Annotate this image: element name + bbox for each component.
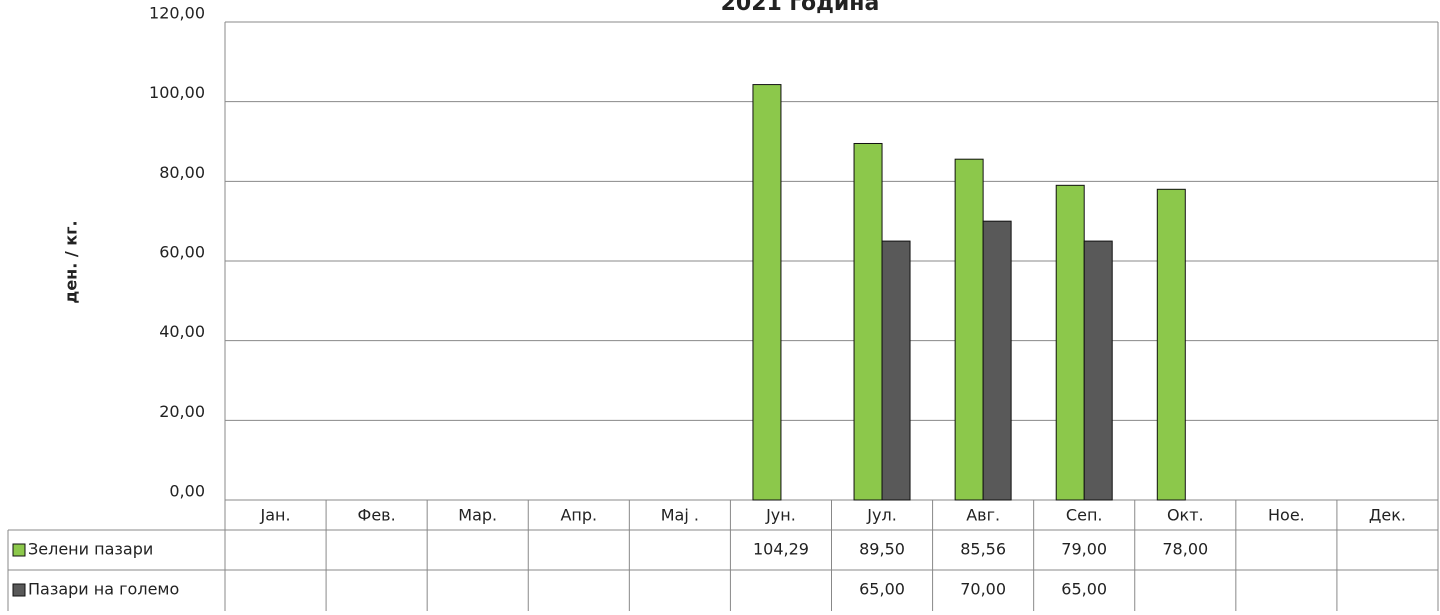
x-tick-label: Јан. bbox=[260, 506, 291, 525]
x-tick-label: Јун. bbox=[765, 506, 796, 525]
legend-label: Зелени пазари bbox=[28, 540, 153, 559]
bar bbox=[982, 220, 1012, 501]
x-tick-label: Дек. bbox=[1369, 506, 1406, 525]
data-label: 70,00 bbox=[960, 580, 1006, 599]
x-tick-label: Окт. bbox=[1167, 506, 1204, 525]
y-tick-label: 0,00 bbox=[169, 482, 205, 501]
bar bbox=[1083, 240, 1113, 501]
chart-title: 2021 година bbox=[721, 0, 880, 16]
y-tick-label: 80,00 bbox=[159, 163, 205, 182]
data-label: 79,00 bbox=[1061, 540, 1107, 559]
x-tick-label: Сеп. bbox=[1066, 506, 1103, 525]
y-tick-label: 60,00 bbox=[159, 243, 205, 262]
x-tick-label: Фев. bbox=[358, 506, 396, 525]
y-tick-label: 40,00 bbox=[159, 322, 205, 341]
bar bbox=[1055, 184, 1085, 501]
x-tick-label: Апр. bbox=[560, 506, 597, 525]
data-label: 85,56 bbox=[960, 540, 1006, 559]
legend-key bbox=[12, 543, 26, 557]
y-axis-label: ден. / кг. bbox=[62, 220, 81, 303]
y-tick-label: 100,00 bbox=[149, 83, 205, 102]
x-tick-label: Авг. bbox=[966, 506, 1000, 525]
x-tick-label: Јул. bbox=[866, 506, 897, 525]
data-label: 65,00 bbox=[859, 580, 905, 599]
y-tick-label: 20,00 bbox=[159, 402, 205, 421]
bar bbox=[954, 158, 984, 501]
data-label: 65,00 bbox=[1061, 580, 1107, 599]
legend-label: Пазари на големо bbox=[28, 580, 179, 599]
x-tick-label: Ное. bbox=[1268, 506, 1305, 525]
bar bbox=[1156, 188, 1186, 501]
bar bbox=[752, 84, 782, 501]
x-tick-label: Мај . bbox=[661, 506, 699, 525]
legend-key bbox=[12, 583, 26, 597]
x-tick-label: Мар. bbox=[458, 506, 497, 525]
data-label: 104,29 bbox=[753, 540, 809, 559]
data-label: 78,00 bbox=[1162, 540, 1208, 559]
data-label: 89,50 bbox=[859, 540, 905, 559]
y-tick-label: 120,00 bbox=[149, 4, 205, 23]
bar bbox=[881, 240, 911, 501]
bar bbox=[853, 142, 883, 501]
